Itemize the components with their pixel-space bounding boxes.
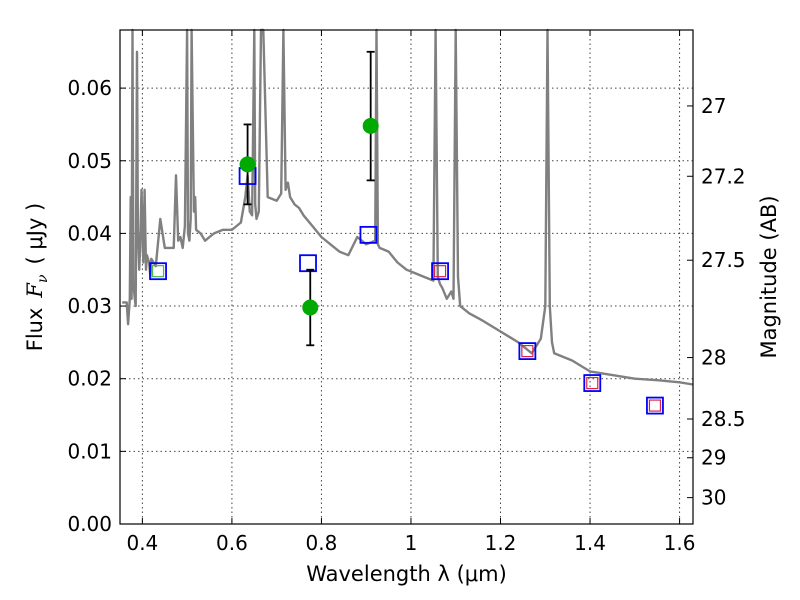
alt-flux-square bbox=[521, 345, 534, 358]
model-flux-square bbox=[646, 396, 664, 415]
alt-flux-square bbox=[151, 265, 165, 278]
alt-flux-square bbox=[586, 376, 599, 390]
model-flux-square bbox=[583, 374, 602, 392]
spectrum-polyline bbox=[122, 28, 694, 386]
model-flux-square bbox=[299, 254, 317, 273]
observed-flux-point bbox=[302, 299, 319, 316]
y2-tick-label: 29 bbox=[701, 446, 726, 470]
y-tick-label: 0.05 bbox=[67, 149, 112, 173]
y2-tick-label: 30 bbox=[701, 486, 726, 510]
alt-flux-square bbox=[648, 399, 662, 412]
y2-axis-label: Magnitude (AB) bbox=[757, 195, 781, 358]
y-tick-label: 0.00 bbox=[67, 512, 112, 536]
y-tick-label: 0.03 bbox=[67, 294, 112, 318]
y2-tick-label: 28.5 bbox=[701, 407, 746, 431]
y-tick-label: 0.02 bbox=[67, 367, 112, 391]
y2-tick-label: 27 bbox=[701, 94, 726, 118]
y-axis-ticks: 0.00 0.01 0.02 0.03 0.04 0.05 0.06 bbox=[67, 76, 126, 536]
model-flux-square bbox=[359, 225, 378, 244]
photometry-markers bbox=[149, 50, 664, 415]
y2-tick-label: 27.2 bbox=[701, 164, 746, 188]
plot-frame bbox=[119, 29, 694, 525]
spectrum-line bbox=[122, 28, 694, 386]
y-tick-label: 0.06 bbox=[67, 76, 112, 100]
x-axis-label: Wavelength λ (μm) bbox=[306, 562, 507, 586]
x-tick-label: 0.4 bbox=[126, 531, 158, 555]
y2-tick-label: 27.5 bbox=[701, 248, 746, 272]
y-axis-label-unit: ( μJy ) bbox=[23, 203, 47, 265]
x-tick-label: 1 bbox=[405, 531, 418, 555]
x-tick-label: 1.2 bbox=[485, 531, 517, 555]
alt-flux-square bbox=[433, 265, 447, 278]
y-axis-label-prefix: Flux bbox=[23, 308, 47, 352]
model-flux-square bbox=[431, 262, 449, 281]
y2-tick-label: 28 bbox=[701, 346, 726, 370]
x-tick-label: 1.6 bbox=[664, 531, 696, 555]
y-axis-label-subscript: ν bbox=[35, 274, 51, 283]
y-tick-label: 0.04 bbox=[67, 221, 112, 245]
y2-axis-ticks: 27 27.2 27.5 28 28.5 29 30 bbox=[687, 94, 746, 510]
x-tick-label: 0.6 bbox=[216, 531, 248, 555]
observed-flux-point bbox=[239, 156, 256, 173]
model-flux-square bbox=[518, 342, 537, 361]
observed-flux-point bbox=[362, 117, 379, 134]
x-tick-label: 1.4 bbox=[574, 531, 606, 555]
x-tick-label: 0.8 bbox=[306, 531, 338, 555]
x-axis-ticks: 0.4 0.6 0.8 1 1.2 1.4 1.6 bbox=[126, 30, 695, 555]
grid bbox=[120, 30, 693, 525]
y-tick-label: 0.01 bbox=[67, 439, 112, 463]
model-flux-square bbox=[149, 262, 167, 281]
y-axis-label-symbol: F bbox=[23, 282, 47, 299]
y-axis-label: Flux Fν ( μJy ) bbox=[23, 203, 51, 351]
